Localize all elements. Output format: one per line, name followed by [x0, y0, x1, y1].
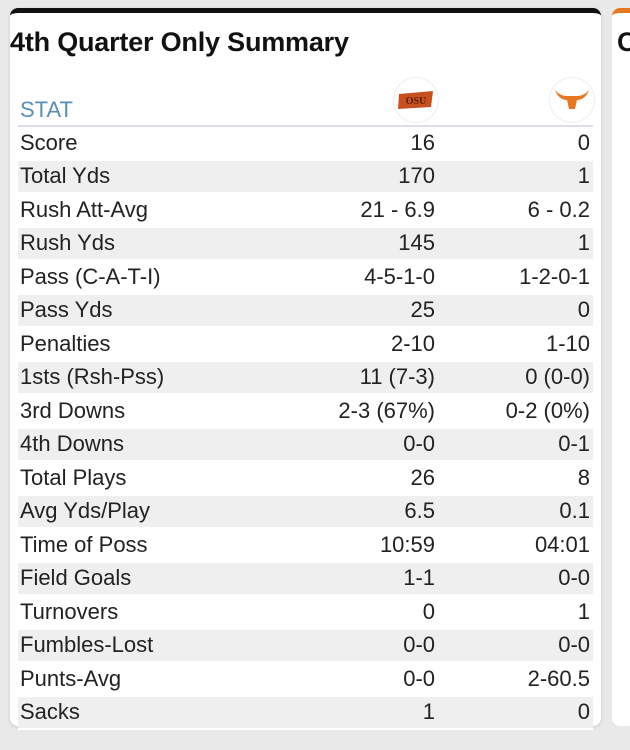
stat-label: Avg Yds/Play [20, 498, 151, 524]
team1-value: 0-0 [403, 431, 435, 457]
team2-value: 0-1 [558, 431, 590, 457]
team2-value: 8 [577, 464, 590, 490]
table-row: 4th Downs 0-0 0-1 [18, 428, 593, 462]
table-row: Pass (C-A-T-I) 4-5-1-0 1-2-0-1 [18, 261, 593, 295]
table-row: Rush Yds 145 1 [18, 227, 593, 261]
team2-value: 0 (0-0) [525, 364, 590, 390]
team1-value: 10:59 [379, 531, 435, 557]
table-row: Total Yds 170 1 [18, 160, 593, 194]
table-row: Time of Poss 10:59 04:01 [18, 529, 593, 563]
team1-value: 170 [398, 163, 435, 189]
team1-value: 21 - 6.9 [360, 196, 435, 222]
table-row: Field Goals 1-1 0-0 [18, 562, 593, 596]
team1-value: 6.5 [404, 498, 435, 524]
team1-value: 1-1 [403, 565, 435, 591]
team1-value: 0-0 [403, 632, 435, 658]
table-row: Sacks 1 0 [18, 696, 593, 730]
stat-label: 1sts (Rsh-Pss) [20, 364, 165, 390]
team2-value: 0 [577, 699, 590, 725]
stat-column-header: STAT [20, 97, 73, 122]
team1-value: 2-10 [390, 330, 435, 356]
svg-text:OSU: OSU [406, 96, 427, 107]
table-row: Rush Att-Avg 21 - 6.9 6 - 0.2 [18, 194, 593, 228]
table-row: Punts-Avg 0-0 2-60.5 [18, 663, 593, 697]
stats-table: Score 16 0 Total Yds 170 1 Rush Att-Avg 21 - 6.… [18, 127, 593, 730]
team1-value: 11 (7-3) [359, 364, 435, 390]
team2-value: 0-2 (0%) [505, 397, 590, 423]
stat-label: Sacks [20, 699, 80, 725]
adjacent-card-title: C [617, 27, 630, 57]
table-row: 3rd Downs 2-3 (67%) 0-2 (0%) [18, 395, 593, 429]
table-row: Fumbles-Lost 0-0 0-0 [18, 629, 593, 663]
card-title: 4th Quarter Only Summary [10, 27, 349, 57]
longhorn-logo-icon [549, 77, 595, 123]
stat-label: Pass (C-A-T-I) [20, 263, 161, 289]
table-row: Turnovers 0 1 [18, 596, 593, 630]
stat-label: Rush Yds [20, 230, 115, 256]
team2-value: 0 [577, 129, 590, 155]
team1-value: 4-5-1-0 [364, 263, 435, 289]
team1-value: 0 [422, 598, 435, 624]
stat-label: Score [20, 129, 78, 155]
stat-label: Total Yds [20, 163, 111, 189]
team2-value: 04:01 [534, 531, 590, 557]
table-row: 1sts (Rsh-Pss) 11 (7-3) 0 (0-0) [18, 361, 593, 395]
table-row: Avg Yds/Play 6.5 0.1 [18, 495, 593, 529]
osu-logo-icon: OSU [393, 77, 439, 123]
team1-value: 0-0 [403, 665, 435, 691]
team2-value: 1-10 [545, 330, 590, 356]
team1-value: 16 [410, 129, 435, 155]
team1-value: 25 [410, 297, 435, 323]
stat-label: 3rd Downs [20, 397, 126, 423]
team1-value: 145 [398, 230, 435, 256]
team2-value: 0.1 [559, 498, 590, 524]
quarter-summary-card: 4th Quarter Only Summary STAT OSU Score 1… [10, 8, 601, 730]
table-row: Total Plays 26 8 [18, 462, 593, 496]
table-header: STAT OSU [18, 75, 595, 128]
team2-value: 6 - 0.2 [527, 196, 590, 222]
team2-value: 1-2-0-1 [519, 263, 590, 289]
stat-label: Turnovers [20, 598, 119, 624]
team2-value: 0-0 [558, 565, 590, 591]
stat-label: Time of Poss [20, 531, 148, 557]
team1-value: 1 [422, 699, 435, 725]
stat-label: Rush Att-Avg [20, 196, 148, 222]
team1-value: 2-3 (67%) [338, 397, 435, 423]
team1-value: 26 [410, 464, 435, 490]
team2-value: 0 [577, 297, 590, 323]
team2-value: 0-0 [558, 632, 590, 658]
table-row: Pass Yds 25 0 [18, 294, 593, 328]
stat-label: Pass Yds [20, 297, 113, 323]
team2-value: 2-60.5 [527, 665, 590, 691]
team2-value: 1 [577, 163, 590, 189]
stat-label: Field Goals [20, 565, 132, 591]
stat-label: Penalties [20, 330, 111, 356]
stat-label: Punts-Avg [20, 665, 122, 691]
team2-value: 1 [577, 230, 590, 256]
adjacent-card: C [612, 8, 630, 726]
team2-value: 1 [577, 598, 590, 624]
stat-label: Fumbles-Lost [20, 632, 154, 658]
stat-label: Total Plays [20, 464, 127, 490]
stat-label: 4th Downs [20, 431, 124, 457]
table-row: Penalties 2-10 1-10 [18, 328, 593, 362]
table-row: Score 16 0 [18, 127, 593, 161]
